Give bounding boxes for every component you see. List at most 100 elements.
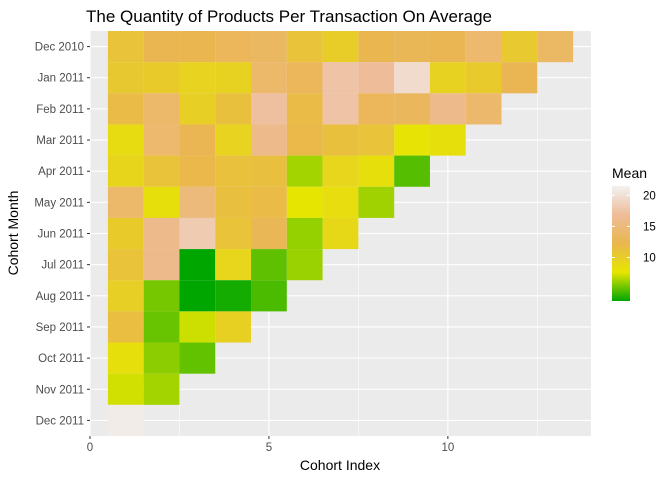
heatmap-cell (179, 31, 216, 63)
heatmap-cell (322, 124, 359, 156)
heatmap-cell (358, 93, 395, 125)
heatmap-cell (537, 31, 574, 63)
heatmap-cell (251, 280, 287, 312)
heatmap-cell (286, 124, 323, 156)
heatmap-cell (107, 62, 144, 94)
heatmap-cell (215, 217, 252, 250)
heatmap-cell (215, 249, 252, 281)
heatmap-cell (501, 62, 538, 94)
heatmap-cell (394, 93, 430, 125)
y-tick-label: Oct 2011 (38, 353, 84, 365)
heatmap-cell (107, 311, 144, 343)
heatmap-cell (143, 62, 180, 94)
heatmap-cell (107, 31, 144, 63)
heatmap-cell (107, 124, 144, 156)
heatmap-cell (143, 155, 180, 187)
heatmap-cell (394, 31, 430, 63)
heatmap-cell (429, 62, 466, 94)
heatmap-cell (215, 93, 252, 125)
heatmap-cell (179, 249, 216, 281)
y-tick-label: Apr 2011 (38, 166, 84, 178)
y-tick-label: Jul 2011 (41, 260, 84, 272)
heatmap-cell (251, 217, 287, 250)
y-tick-label: Feb 2011 (36, 104, 84, 116)
x-tick-label: 0 (87, 442, 93, 454)
y-tick-label: Jan 2011 (38, 73, 84, 85)
heatmap-cell (322, 186, 359, 218)
heatmap-cell (143, 373, 180, 405)
heatmap-cell (286, 62, 323, 94)
legend-colorbar (612, 186, 630, 301)
heatmap-cell (322, 62, 359, 94)
heatmap-cell (394, 62, 430, 94)
y-tick-label: Dec 2010 (35, 42, 84, 54)
heatmap-cell (215, 311, 252, 343)
heatmap-tiles (107, 31, 574, 436)
legend-tick-label: 20 (643, 190, 656, 202)
heatmap-cell (465, 62, 502, 94)
heatmap-cell (465, 31, 502, 63)
y-axis-ticks: Dec 2010 Jan 2011 Feb 2011 Mar 2011 Apr 2011… (34, 42, 90, 427)
heatmap-cell (215, 155, 252, 187)
heatmap-cell (179, 311, 216, 343)
heatmap-cell (286, 31, 323, 63)
heatmap-cell (143, 124, 180, 156)
heatmap-cell (251, 155, 287, 187)
heatmap-cell (429, 31, 466, 63)
heatmap-cell (286, 93, 323, 125)
heatmap-cell (143, 186, 180, 218)
legend-title: Mean (612, 165, 647, 181)
heatmap-cell (143, 217, 180, 250)
heatmap-cell (322, 217, 359, 250)
heatmap-cell (143, 93, 180, 125)
heatmap-cell (358, 62, 395, 94)
legend: Mean 10 15 20 (612, 165, 656, 301)
heatmap-cell (251, 124, 287, 156)
heatmap-cell (107, 217, 144, 250)
y-tick-label: Aug 2011 (36, 291, 84, 303)
heatmap-cell (215, 186, 252, 218)
heatmap-cell (251, 186, 287, 218)
heatmap-cell (143, 342, 180, 374)
y-tick-label: Mar 2011 (36, 135, 84, 147)
heatmap-cell (179, 342, 216, 374)
heatmap-cell (179, 155, 216, 187)
heatmap-cell (215, 62, 252, 94)
heatmap-cell (179, 280, 216, 312)
heatmap-cell (322, 93, 359, 125)
heatmap-cell (501, 31, 538, 63)
heatmap-cell (358, 124, 395, 156)
heatmap-cell (286, 186, 323, 218)
heatmap-cell (179, 186, 216, 218)
heatmap-cell (179, 124, 216, 156)
y-axis-label: Cohort Month (5, 191, 21, 276)
heatmap-cell (107, 186, 144, 218)
heatmap-cell (107, 404, 144, 436)
heatmap-cell (286, 249, 323, 281)
heatmap-cell (107, 373, 144, 405)
heatmap-cell (215, 280, 252, 312)
y-tick-label: Sep 2011 (36, 322, 84, 334)
heatmap-cell (251, 93, 287, 125)
heatmap-cell (358, 31, 395, 63)
heatmap-cell (251, 62, 287, 94)
heatmap-cell (358, 186, 395, 218)
heatmap-cell (429, 124, 466, 156)
heatmap-cell (429, 93, 466, 125)
heatmap-cell (215, 31, 252, 63)
heatmap-cell (322, 31, 359, 63)
heatmap-cell (143, 249, 180, 281)
heatmap-cell (394, 124, 430, 156)
heatmap-cell (179, 217, 216, 250)
heatmap-cell (179, 62, 216, 94)
heatmap-cell (143, 31, 180, 63)
heatmap-cell (107, 249, 144, 281)
heatmap-cell (143, 311, 180, 343)
heatmap-cell (358, 155, 395, 187)
heatmap-cell (465, 93, 502, 125)
legend-tick-label: 15 (643, 221, 656, 233)
heatmap-cell (286, 217, 323, 250)
y-tick-label: Jun 2011 (38, 229, 84, 241)
heatmap-cell (107, 342, 144, 374)
